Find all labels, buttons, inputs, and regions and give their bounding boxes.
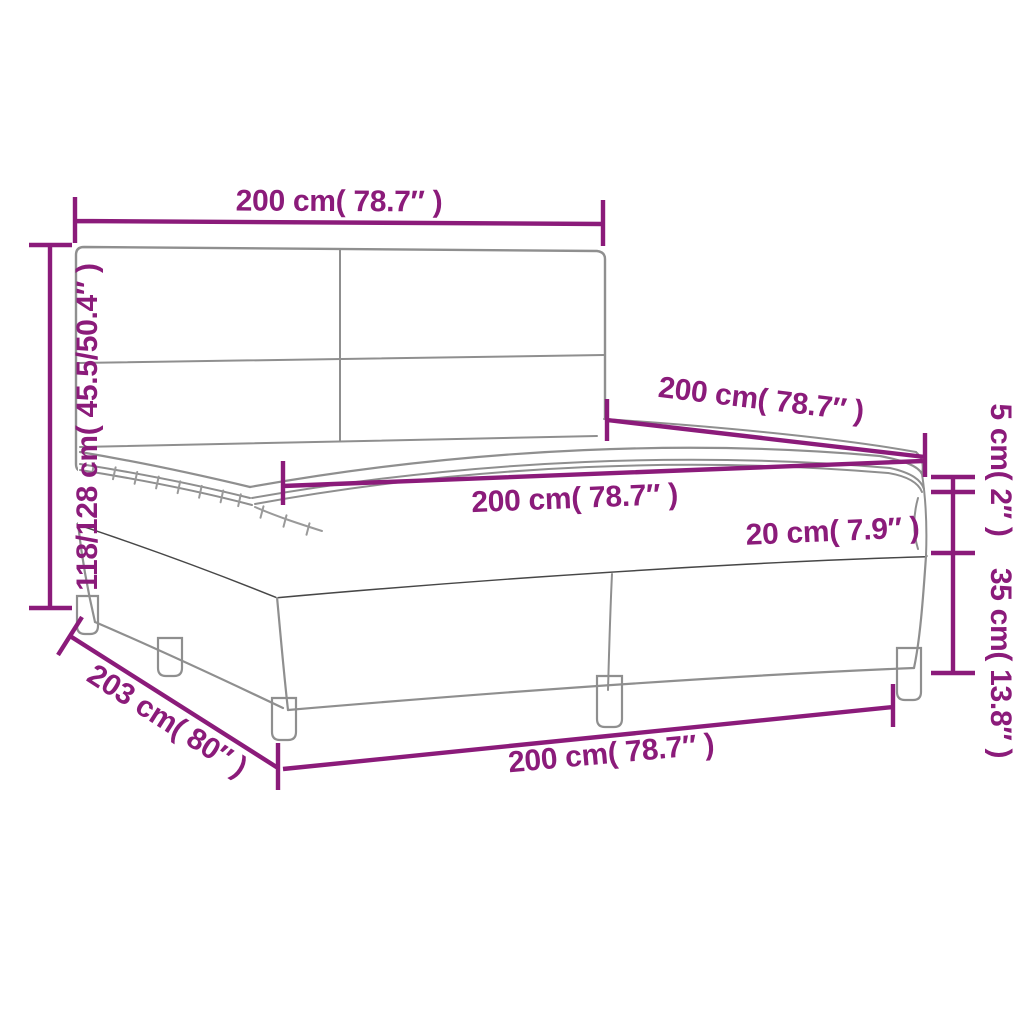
dim-right-stack: 5 cm( 2″ ) 35 cm( 13.8″ ) bbox=[931, 403, 1017, 758]
dim-front-width-arrow bbox=[282, 684, 896, 772]
topper-seam-left-upper bbox=[79, 463, 251, 499]
mattress bbox=[77, 417, 928, 597]
bed-legs bbox=[75, 594, 923, 742]
leg-back-left bbox=[75, 594, 100, 636]
dim-front-width: 200 cm( 78.7″ ) bbox=[282, 684, 896, 779]
dim-top-length-arrow bbox=[604, 399, 928, 477]
base-center-seam bbox=[607, 573, 613, 691]
dim-total-height-arrow bbox=[29, 242, 72, 611]
mattress-right-face-seam bbox=[913, 497, 919, 550]
base-front-corner-edge bbox=[275, 595, 290, 712]
base-bottom-edge-left bbox=[93, 620, 285, 710]
topper-left-top-edge bbox=[78, 450, 252, 489]
base-back-left-edge bbox=[76, 522, 97, 624]
topper-seam-left-lower bbox=[79, 469, 253, 506]
dim-total-height-label: 118/128 cm( 45.5/50.4″ ) bbox=[71, 263, 104, 590]
leg-front-right bbox=[895, 646, 923, 702]
leg-left bbox=[156, 636, 184, 678]
mattress-zipper-line bbox=[254, 506, 323, 532]
mattress-back-edge bbox=[79, 435, 598, 448]
dim-mattress-width-arrow bbox=[280, 458, 924, 505]
dim-headboard-width-arrow bbox=[72, 197, 606, 246]
topper-seam-front-upper bbox=[251, 458, 925, 499]
dim-headboard-width: 200 cm( 78.7″ ) bbox=[72, 184, 606, 246]
dim-total-height: 118/128 cm( 45.5/50.4″ ) bbox=[29, 242, 104, 611]
leg-front-left bbox=[270, 696, 298, 742]
base-right-edge bbox=[912, 554, 928, 670]
leg-front-center bbox=[595, 674, 624, 729]
dim-headboard-width-label: 200 cm( 78.7″ ) bbox=[236, 184, 443, 218]
mattress-zipper-teeth bbox=[91, 462, 311, 536]
mattress-right-silhouette bbox=[921, 473, 928, 557]
mattress-foot-edge bbox=[603, 418, 917, 453]
dim-topper-thickness-label: 5 cm( 2″ ) bbox=[984, 403, 1017, 536]
headboard-middle-seam bbox=[76, 354, 605, 364]
dim-side-length-arrow bbox=[56, 615, 281, 790]
base-top-edge-left bbox=[76, 522, 279, 599]
mattress-body bbox=[77, 417, 927, 597]
dim-base-height-label: 35 cm( 13.8″ ) bbox=[984, 568, 1017, 758]
dim-top-length-label: 200 cm( 78.7″ ) bbox=[657, 371, 866, 428]
dim-mattress-thickness-label: 20 cm( 7.9″ ) bbox=[745, 511, 920, 552]
dim-right-stack-arrow bbox=[931, 474, 975, 676]
